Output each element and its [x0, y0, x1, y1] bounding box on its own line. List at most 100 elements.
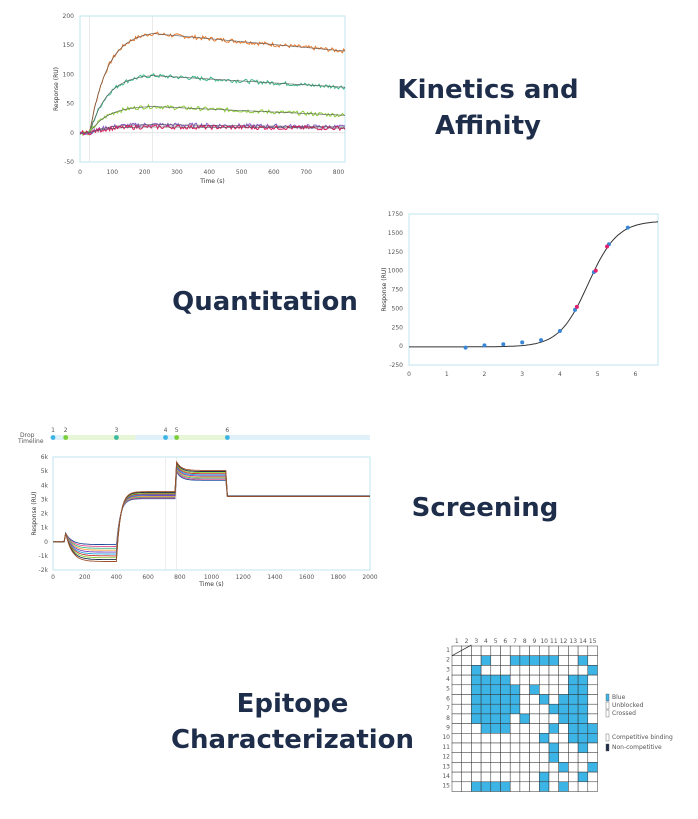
screening-ytick-label: 1k [41, 525, 49, 532]
screening-ytick-label: 3k [41, 496, 49, 503]
quantitation-ytick-label: 1000 [388, 268, 403, 275]
heatmap-cell [539, 645, 550, 656]
kinetics-xtick-label: 600 [268, 169, 280, 176]
quantitation-ytick-label: -250 [389, 362, 403, 369]
screening-ytick-label: -1k [39, 553, 49, 560]
kinetics-fit-line [80, 75, 345, 134]
heatmap-cell [451, 703, 462, 715]
heatmap-diagonal-mark [451, 644, 472, 657]
screening-ytick-label: 4k [41, 482, 49, 489]
heatmap-cell [558, 703, 569, 715]
drop-timeline-marker [163, 435, 168, 440]
heatmap-legend-swatch [605, 743, 610, 752]
heatmap-row-label: 10 [442, 734, 450, 741]
heatmap-cell [548, 723, 559, 734]
heatmap-cell [548, 742, 559, 753]
heatmap-cell [519, 694, 530, 705]
heatmap-col-label: 15 [589, 638, 597, 645]
heatmap-cell [461, 713, 472, 724]
heatmap-row-label: 2 [446, 657, 450, 664]
heatmap-cell [558, 762, 569, 773]
kinetics-xtick-label: 400 [204, 169, 216, 176]
label-affinity: Affinity [435, 111, 541, 141]
heatmap-col-label: 9 [533, 638, 537, 645]
heatmap-cell [577, 762, 589, 773]
heatmap-cell [587, 781, 598, 792]
heatmap-cell [568, 742, 579, 753]
heatmap-cell [529, 713, 540, 724]
quantitation-point-red [593, 268, 598, 273]
heatmap-row-label: 5 [446, 686, 450, 693]
heatmap-cell [548, 762, 559, 773]
heatmap-cell [480, 703, 492, 715]
heatmap-legend-swatch [605, 709, 610, 718]
quantitation-point [573, 307, 577, 312]
heatmap-cell [577, 703, 589, 715]
heatmap-cell [568, 752, 579, 763]
heatmap-cell [461, 771, 472, 783]
kinetics-ytick-label: 0 [70, 130, 74, 137]
drop-timeline-segment [176, 435, 228, 440]
heatmap-cell [500, 674, 511, 686]
heatmap-cell [490, 655, 501, 666]
screening-ytick-label: 5k [41, 468, 49, 475]
drop-timeline-number: 1 [51, 427, 55, 434]
heatmap-cell [529, 655, 540, 666]
heatmap-cell [461, 703, 472, 715]
heatmap-cell [509, 645, 521, 656]
heatmap-cell [558, 665, 569, 676]
screening-ylabel: Response (RU) [31, 492, 38, 536]
heatmap-cell [539, 762, 550, 773]
heatmap-cell [529, 665, 540, 676]
screening-xtick-label: 0 [51, 574, 55, 581]
heatmap-cell [577, 674, 589, 686]
heatmap-cell [568, 771, 579, 783]
quantitation-point [539, 338, 544, 343]
heatmap-cell [529, 645, 540, 656]
heatmap-cell [519, 733, 530, 744]
heatmap-cell [471, 684, 482, 695]
heatmap-cell [500, 771, 511, 783]
heatmap-cell [509, 665, 521, 676]
heatmap-cell [471, 771, 482, 783]
heatmap-cell [480, 742, 492, 753]
heatmap-cell [577, 752, 589, 763]
heatmap-cell [568, 733, 579, 744]
heatmap-cell [471, 713, 482, 724]
heatmap-cell [519, 703, 530, 715]
heatmap-cell [558, 694, 569, 705]
heatmap-cell [500, 694, 511, 705]
quantitation-xtick-label: 5 [596, 371, 600, 378]
heatmap-cell [577, 665, 589, 676]
drop-timeline-number: 6 [225, 427, 229, 434]
heatmap-cell [539, 684, 550, 695]
heatmap-cell [509, 694, 521, 705]
kinetics-xtick-label: 500 [236, 169, 248, 176]
heatmap-row-label: 13 [442, 763, 450, 770]
heatmap-cell [451, 674, 462, 686]
heatmap-cell [568, 674, 579, 686]
quantitation-ylabel: Response (RU) [381, 268, 388, 312]
drop-timeline-number: 3 [114, 427, 118, 434]
heatmap-cell [539, 694, 550, 705]
heatmap-cell [509, 655, 521, 666]
heatmap-row-label: 11 [442, 744, 450, 751]
heatmap-cell [490, 713, 501, 724]
screening-xtick-label: 1800 [331, 574, 346, 581]
heatmap-row-label: 8 [446, 715, 450, 722]
quantitation-point-red [574, 304, 579, 309]
screening-sensorgram [53, 460, 370, 562]
screening-xtick-label: 1200 [236, 574, 251, 581]
heatmap-cell [461, 762, 472, 773]
heatmap-cell [558, 645, 569, 656]
heatmap-cell [539, 703, 550, 715]
heatmap-cell [558, 733, 569, 744]
heatmap-row-label: 12 [442, 754, 450, 761]
heatmap-legend-label: Blue [612, 694, 626, 701]
heatmap-cell [529, 762, 540, 773]
heatmap-legend-label: Competitive binding [612, 734, 673, 741]
heatmap-cell [490, 665, 501, 676]
heatmap-cell [451, 733, 462, 744]
heatmap-cell [568, 703, 579, 715]
